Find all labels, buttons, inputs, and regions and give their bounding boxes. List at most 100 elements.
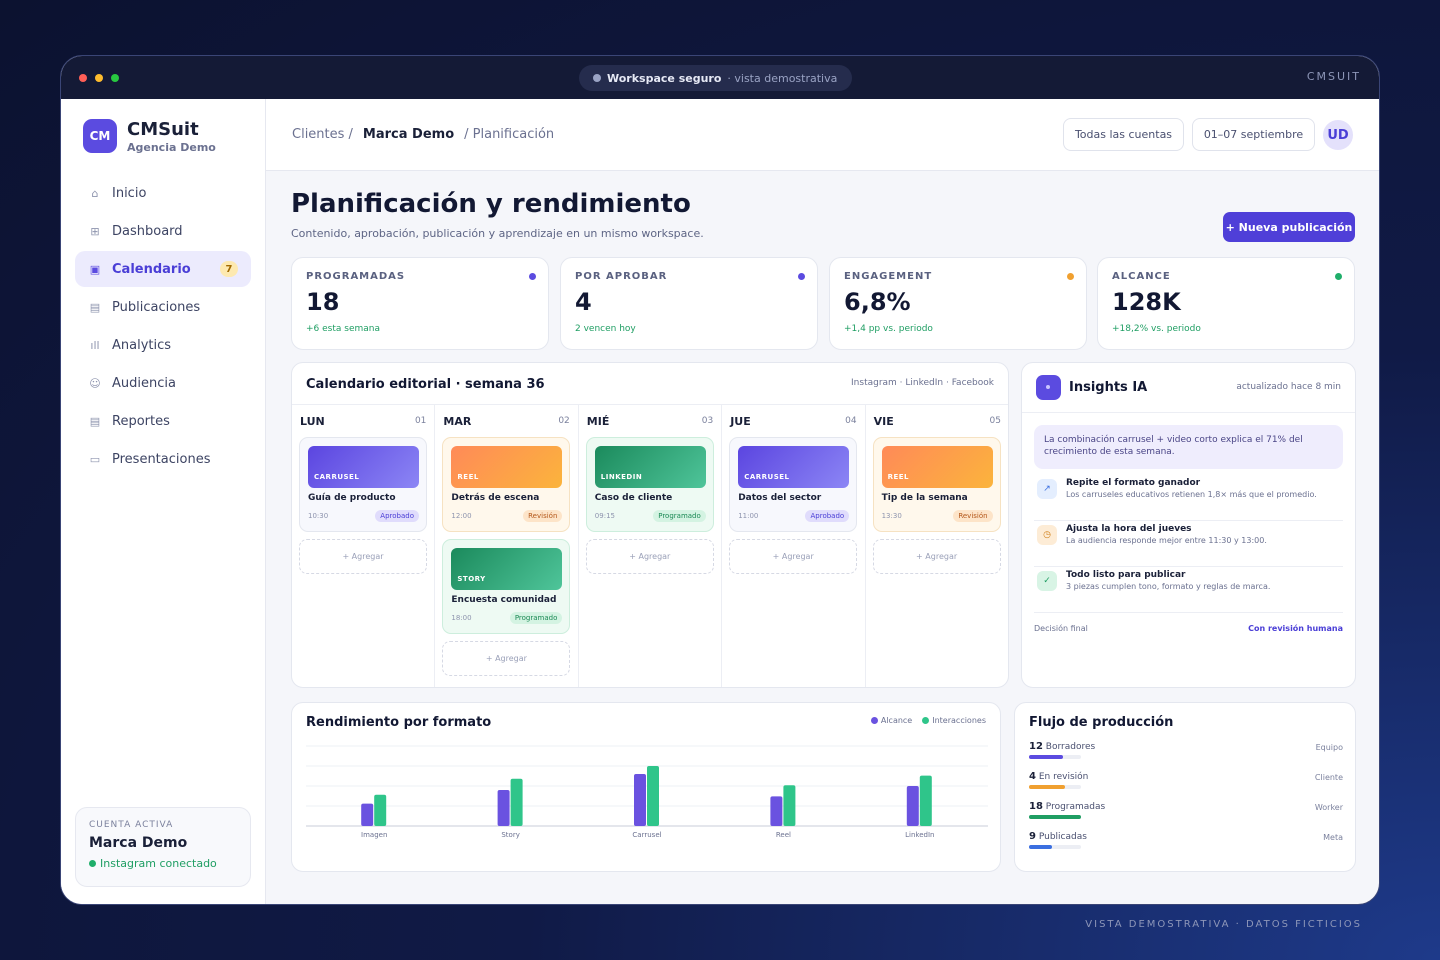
bar-alcance-story[interactable] bbox=[497, 790, 510, 826]
flow-label: En revisión bbox=[1038, 772, 1089, 782]
sidebar-item-presentaciones[interactable]: ▭ Presentaciones bbox=[75, 441, 251, 477]
sidebar-item-publicaciones[interactable]: ▤ Publicaciones bbox=[75, 289, 251, 325]
insights-updated: actualizado hace 8 min bbox=[1236, 382, 1341, 392]
brand-logo[interactable]: CM bbox=[83, 119, 117, 153]
insight-item[interactable]: ↗ Repite el formato ganador Los carruseles… bbox=[1034, 475, 1343, 521]
kpi-status-dot-icon bbox=[1335, 273, 1342, 280]
sidebar-item-calendario[interactable]: ▣ Calendario 7 bbox=[75, 251, 251, 287]
kpi-card[interactable]: PROGRAMADAS 18 +6 esta semana bbox=[291, 257, 549, 350]
insight-item[interactable]: ✓ Todo listo para publicar 3 piezas cumple… bbox=[1034, 567, 1343, 613]
add-post-button[interactable]: + Agregar bbox=[299, 539, 427, 574]
post-card[interactable]: CARRUSEL Guía de producto 10:30 Aprobado bbox=[299, 437, 427, 532]
x-tick-label: Imagen bbox=[361, 831, 387, 839]
flow-owner: Cliente bbox=[1314, 773, 1343, 782]
window-brand: CMSUIT bbox=[1306, 70, 1361, 83]
flow-row[interactable]: 9 Publicadas Meta bbox=[1029, 831, 1343, 861]
date-range-button[interactable]: 01–07 septiembre bbox=[1192, 118, 1315, 151]
page-title: Planificación y rendimiento bbox=[291, 189, 691, 219]
kpi-card[interactable]: POR APROBAR 4 2 vencen hoy bbox=[560, 257, 818, 350]
maximize-window-button[interactable] bbox=[111, 74, 119, 82]
post-card[interactable]: CARRUSEL Datos del sector 11:00 Aprobado bbox=[729, 437, 858, 532]
breadcrumb-clientes[interactable]: Clientes / bbox=[292, 127, 353, 142]
bar-alcance-imagen[interactable] bbox=[361, 803, 374, 826]
legend-label: Interacciones bbox=[932, 716, 986, 725]
bar-interacciones-reel[interactable] bbox=[783, 785, 796, 826]
insight-item[interactable]: ◷ Ajusta la hora del jueves La audiencia r… bbox=[1034, 521, 1343, 567]
account-status: Instagram conectado bbox=[89, 857, 237, 870]
post-card[interactable]: STORY Encuesta comunidad 18:00 Programado bbox=[442, 539, 571, 634]
kpi-card[interactable]: ENGAGEMENT 6,8% +1,4 pp vs. periodo bbox=[829, 257, 1087, 350]
post-type-tag: REEL bbox=[457, 473, 479, 481]
flow-row[interactable]: 18 Programadas Worker bbox=[1029, 801, 1343, 831]
sidebar-item-reportes[interactable]: ▤ Reportes bbox=[75, 403, 251, 439]
post-time: 09:15 bbox=[594, 512, 615, 520]
day-number: 04 bbox=[845, 416, 857, 426]
post-title: Tip de la semana bbox=[881, 493, 968, 503]
breadcrumb: Clientes / Marca Demo / Planificación bbox=[292, 127, 554, 142]
post-card[interactable]: REEL Tip de la semana 13:30 Revisión bbox=[872, 437, 1001, 532]
app-window: Workspace seguro · vista demostrativa CM… bbox=[60, 55, 1380, 905]
calendar-title: Calendario editorial · semana 36 bbox=[306, 377, 545, 392]
clock-icon: ◷ bbox=[1037, 525, 1057, 545]
post-card[interactable]: REEL Detrás de escena 12:00 Revisión bbox=[442, 437, 571, 532]
close-window-button[interactable] bbox=[79, 74, 87, 82]
progress-fill bbox=[1029, 845, 1053, 849]
flow-value: 12 Borradores bbox=[1029, 741, 1343, 752]
account-label: CUENTA ACTIVA bbox=[89, 820, 174, 830]
accounts-filter-button[interactable]: Todas las cuentas bbox=[1063, 118, 1184, 151]
bar-alcance-reel[interactable] bbox=[770, 796, 783, 826]
flow-row[interactable]: 12 Borradores Equipo bbox=[1029, 741, 1343, 771]
kpi-status-dot-icon bbox=[798, 273, 805, 280]
sidebar-item-audiencia[interactable]: ☺ Audiencia bbox=[75, 365, 251, 401]
day-number: 03 bbox=[701, 416, 714, 426]
bar-interacciones-carrusel[interactable] bbox=[647, 766, 659, 826]
kpi-status-dot-icon bbox=[529, 273, 536, 280]
post-type-tag: STORY bbox=[457, 575, 486, 583]
kpi-value: 4 bbox=[575, 288, 592, 316]
check-icon: ✓ bbox=[1037, 571, 1057, 591]
document-icon: ▤ bbox=[89, 300, 101, 314]
decision-label: Decisión final bbox=[1034, 624, 1088, 633]
post-time: 10:30 bbox=[308, 512, 329, 520]
bar-interacciones-imagen[interactable] bbox=[374, 794, 387, 826]
add-post-button[interactable]: + Agregar bbox=[585, 539, 714, 574]
add-post-button[interactable]: + Agregar bbox=[442, 641, 571, 676]
post-card[interactable]: LINKEDIN Caso de cliente 09:15 Programado bbox=[585, 437, 714, 532]
bar-interacciones-story[interactable] bbox=[510, 778, 523, 826]
minimize-window-button[interactable] bbox=[95, 74, 103, 82]
progress-track bbox=[1029, 755, 1081, 759]
insights-highlight: La combinación carrusel + video corto ex… bbox=[1034, 425, 1343, 469]
sidebar-item-label: Dashboard bbox=[112, 223, 183, 239]
sidebar-item-analytics[interactable]: ıll Analytics bbox=[75, 327, 251, 363]
progress-track bbox=[1029, 815, 1081, 819]
new-post-button[interactable]: + Nueva publicación bbox=[1223, 212, 1355, 242]
flow-owner: Equipo bbox=[1315, 743, 1343, 752]
add-post-button[interactable]: + Agregar bbox=[729, 539, 858, 574]
breadcrumb-marca[interactable]: Marca Demo bbox=[362, 127, 455, 142]
insights-title: Insights IA bbox=[1069, 380, 1148, 395]
bar-interacciones-linkedin[interactable] bbox=[919, 775, 932, 826]
day-number: 05 bbox=[989, 416, 1001, 426]
bar-alcance-linkedin[interactable] bbox=[906, 786, 919, 826]
insight-description: 3 piezas cumplen tono, formato y reglas … bbox=[1066, 582, 1271, 591]
sidebar-item-label: Inicio bbox=[112, 185, 147, 201]
bar-alcance-carrusel[interactable] bbox=[634, 774, 646, 826]
legend-swatch bbox=[922, 717, 930, 724]
kpi-card[interactable]: ALCANCE 128K +18,2% vs. periodo bbox=[1097, 257, 1355, 350]
flow-row[interactable]: 4 En revisión Cliente bbox=[1029, 771, 1343, 801]
active-account-card[interactable]: CUENTA ACTIVA Marca Demo Instagram conec… bbox=[75, 807, 251, 887]
add-post-button[interactable]: + Agregar bbox=[872, 539, 1001, 574]
sidebar-item-dashboard[interactable]: ⊞ Dashboard bbox=[75, 213, 251, 249]
count-badge: 7 bbox=[220, 261, 238, 277]
avatar[interactable]: UD bbox=[1323, 120, 1353, 150]
day-column: MAR 02 REEL Detrás de escena 12:00 Revisión ST… bbox=[435, 405, 579, 687]
flow-value: 18 Programadas bbox=[1029, 801, 1343, 812]
legend-item: Alcance bbox=[870, 716, 912, 725]
day-name: MAR bbox=[443, 415, 472, 428]
workspace-pill: Workspace seguro · vista demostrativa bbox=[579, 65, 852, 91]
post-time: 12:00 bbox=[451, 512, 472, 520]
decision-value[interactable]: Con revisión humana bbox=[1248, 624, 1343, 633]
production-flow-card: Flujo de producción 12 Borradores Equipo 4… bbox=[1014, 702, 1356, 872]
sidebar-item-inicio[interactable]: ⌂ Inicio bbox=[75, 175, 251, 211]
connected-dot-icon bbox=[89, 860, 96, 867]
